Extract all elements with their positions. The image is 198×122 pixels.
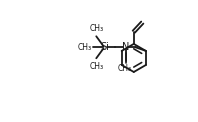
Text: N: N xyxy=(122,42,129,52)
Text: CH₃: CH₃ xyxy=(89,62,103,71)
Text: Si: Si xyxy=(100,42,109,52)
Text: CH₃: CH₃ xyxy=(78,43,92,52)
Text: CH₃: CH₃ xyxy=(89,24,103,33)
Text: CH₃: CH₃ xyxy=(118,64,132,73)
